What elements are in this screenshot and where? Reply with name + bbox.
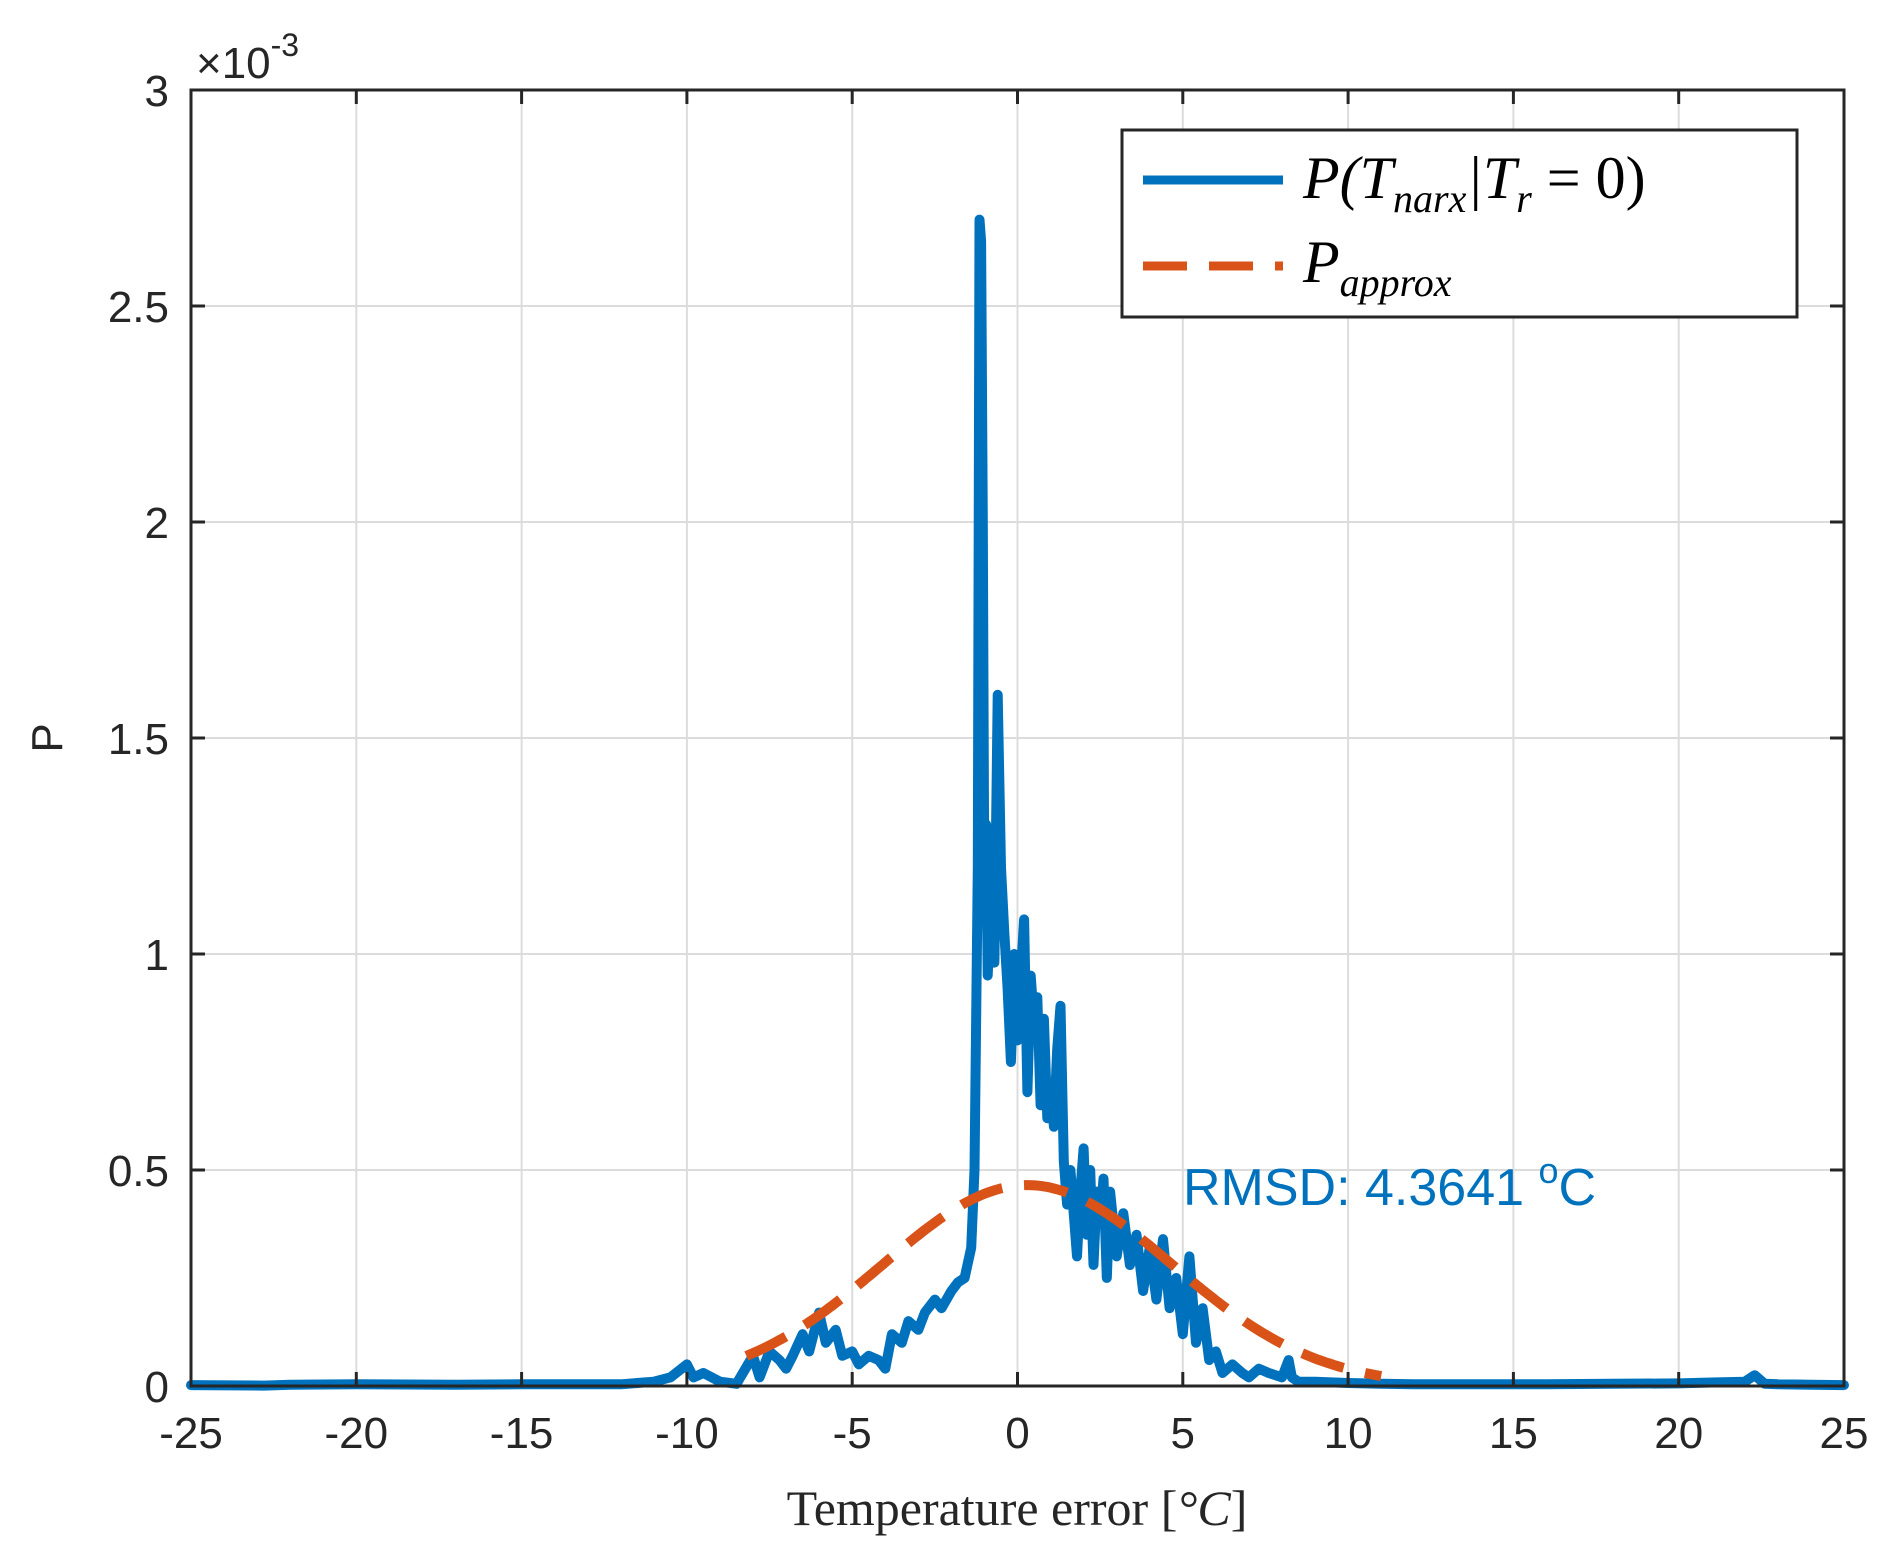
axes-layer: -25 -20 -15 -10 -5 0 5 10 15 20 25 0 0.5 1 1.5 2 2.5 3 bbox=[108, 67, 1869, 1458]
x-axis-label-text: Temperature error [ bbox=[787, 1480, 1178, 1536]
y-tick-label: 0.5 bbox=[108, 1147, 169, 1196]
x-tick-label: -20 bbox=[325, 1409, 389, 1458]
series-approx-line bbox=[744, 1180, 1383, 1382]
legend-box bbox=[1120, 128, 1799, 319]
legend: P(Tnarx|Tr = 0) Papprox bbox=[1120, 128, 1799, 319]
x-axis-label: Temperature error [°C] bbox=[787, 1480, 1248, 1536]
y-tick-label: 1 bbox=[145, 931, 169, 980]
x-tick-label: -25 bbox=[159, 1409, 223, 1458]
legend-2-main: P bbox=[1302, 229, 1340, 295]
rmsd-annotation-degree: o bbox=[1539, 1150, 1559, 1191]
x-tick-label: 15 bbox=[1489, 1409, 1538, 1458]
legend-label-series-2: Papprox bbox=[1302, 229, 1452, 305]
x-tick-label: -5 bbox=[833, 1409, 872, 1458]
rmsd-annotation-unit: C bbox=[1559, 1159, 1597, 1217]
legend-1-tail: = 0) bbox=[1532, 145, 1646, 211]
y-tick-label: 2 bbox=[145, 499, 169, 548]
legend-label-series-1: P(Tnarx|Tr = 0) bbox=[1302, 145, 1646, 221]
y-tick-label: 0 bbox=[145, 1363, 169, 1412]
rmsd-annotation: RMSD: 4.3641 oC bbox=[1183, 1150, 1596, 1217]
x-tick-label: 20 bbox=[1654, 1409, 1703, 1458]
x-tick-label: 5 bbox=[1171, 1409, 1195, 1458]
x-tick-label: 10 bbox=[1324, 1409, 1373, 1458]
y-tick-label: 2.5 bbox=[108, 283, 169, 332]
x-axis-label-unit: °C bbox=[1177, 1480, 1231, 1536]
series-layer bbox=[186, 214, 1849, 1391]
rmsd-annotation-text: RMSD: 4.3641 bbox=[1183, 1159, 1539, 1217]
x-tick-label: -10 bbox=[655, 1409, 719, 1458]
legend-1-main: P(T bbox=[1302, 145, 1397, 211]
y-axis-label: P bbox=[23, 723, 72, 752]
y-axis-exponent-label: ×10-3 bbox=[196, 27, 299, 88]
legend-1-sub2: r bbox=[1516, 176, 1532, 221]
x-tick-label: 25 bbox=[1820, 1409, 1869, 1458]
legend-2-sub: approx bbox=[1340, 260, 1452, 305]
y-tick-label: 1.5 bbox=[108, 715, 169, 764]
y-tick-label: 3 bbox=[145, 67, 169, 116]
legend-1-sub: narx bbox=[1393, 176, 1467, 221]
y-exponent-power: -3 bbox=[271, 27, 299, 63]
x-tick-label: 0 bbox=[1005, 1409, 1029, 1458]
x-tick-label: -15 bbox=[490, 1409, 554, 1458]
y-exponent-base: ×10 bbox=[196, 39, 271, 88]
x-axis-label-close: ] bbox=[1231, 1480, 1248, 1536]
legend-1-rest: |T bbox=[1466, 145, 1519, 211]
series-measured-line bbox=[186, 214, 1849, 1391]
